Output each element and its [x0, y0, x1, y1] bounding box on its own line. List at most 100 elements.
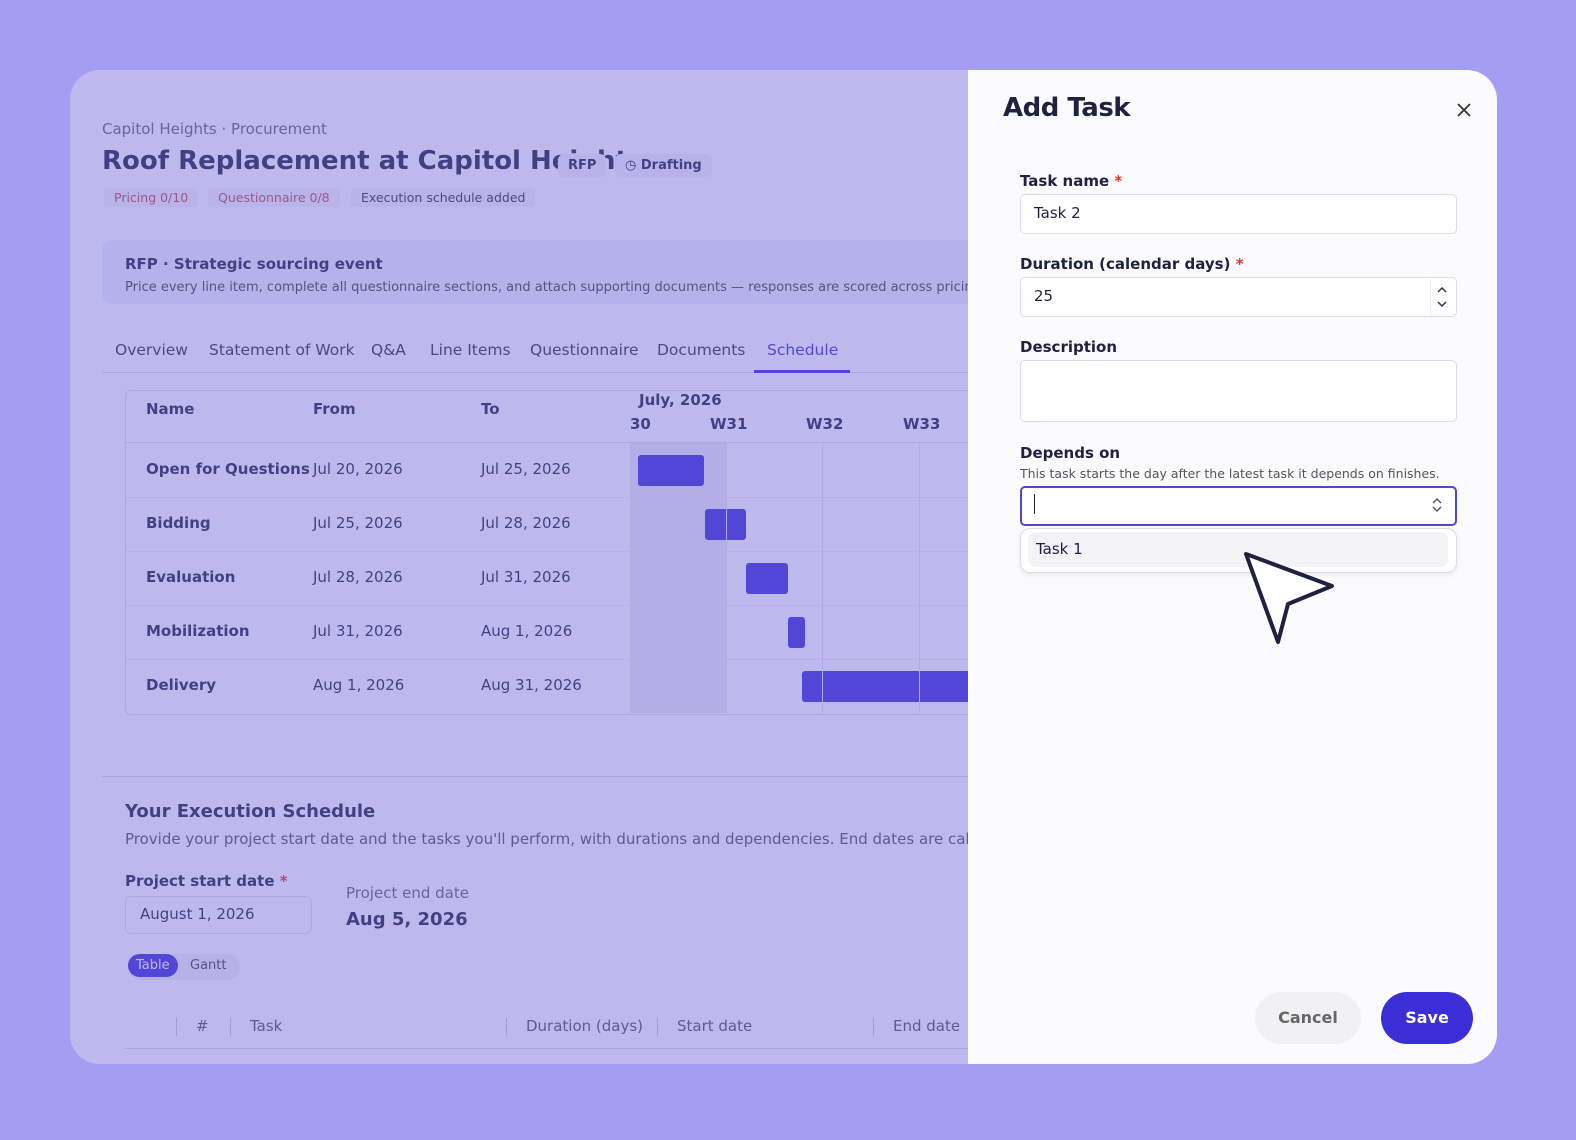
side-panel: Add Task Task name * Task 2 Duration (ca… [968, 70, 1497, 1064]
tab[interactable]: Schedule [767, 341, 839, 359]
select-arrows [1432, 498, 1442, 512]
row-to: Jul 25, 2026 [481, 460, 571, 478]
field-label: Task name * [1020, 172, 1122, 190]
input-value: 25 [1034, 287, 1054, 305]
past-shade [630, 443, 726, 713]
textarea[interactable] [1020, 360, 1457, 422]
row-name: Bidding [146, 514, 211, 532]
divider [102, 776, 1162, 777]
field-label: Depends on [1020, 444, 1121, 462]
row-from: Jul 31, 2026 [313, 622, 403, 640]
date-input[interactable] [125, 896, 312, 934]
gantt-bar [788, 617, 805, 648]
col-sep [657, 1018, 658, 1036]
cancel-button[interactable]: Cancel [1255, 992, 1361, 1044]
badge-text: Drafting [640, 158, 702, 173]
divider [125, 1048, 1165, 1049]
week-label: W32 [806, 415, 844, 433]
help-text: This task starts the day after the lates… [1020, 466, 1440, 481]
week-label: 30 [630, 415, 651, 433]
toggle-option[interactable]: Table [128, 954, 178, 977]
table-header: Start date [677, 1017, 753, 1035]
banner-text: Price every line item, complete all ques… [125, 280, 998, 295]
field-label: Description [1020, 338, 1118, 356]
row-divider [126, 551, 1166, 552]
status-chip: Pricing 0/10 [104, 188, 199, 207]
option-highlight [1028, 532, 1448, 567]
row-divider [126, 497, 1166, 498]
field-label: Duration (calendar days) * [1020, 255, 1244, 273]
select-input[interactable] [1020, 486, 1457, 526]
save-button[interactable]: Save [1381, 992, 1473, 1044]
section-title: Your Execution Schedule [125, 801, 376, 822]
col-sep [873, 1018, 874, 1036]
page-title: Roof Replacement at Capitol Heights [102, 146, 644, 176]
column-header: From [313, 400, 356, 418]
spinner[interactable] [1430, 279, 1454, 315]
week-label: W33 [903, 415, 941, 433]
label-text: Duration (calendar days) [1020, 255, 1231, 273]
header-divider [126, 442, 1166, 443]
panel-title: Add Task [1003, 93, 1131, 123]
row-name: Mobilization [146, 622, 250, 640]
row-from: Jul 25, 2026 [313, 514, 403, 532]
week-grid [919, 443, 920, 713]
tab[interactable]: Statement of Work [209, 341, 355, 359]
tab-indicator [754, 370, 850, 373]
tab-divider [102, 372, 1162, 373]
row-to: Aug 1, 2026 [481, 622, 573, 640]
week-grid [822, 443, 823, 713]
col-sep [506, 1018, 507, 1036]
row-divider [126, 605, 1166, 606]
tab[interactable]: Questionnaire [530, 341, 639, 359]
required-mark: * [1235, 255, 1244, 273]
end-date: Aug 5, 2026 [346, 909, 468, 930]
dropdown-option[interactable]: Task 1 [1036, 540, 1083, 558]
row-from: Jul 20, 2026 [313, 460, 403, 478]
text-input[interactable] [1020, 194, 1457, 234]
number-input[interactable] [1020, 277, 1457, 317]
toggle-option[interactable]: Gantt [190, 958, 227, 973]
week-grid [726, 443, 727, 713]
row-to: Aug 31, 2026 [481, 676, 582, 694]
label-text: Task name [1020, 172, 1110, 190]
tab[interactable]: Documents [657, 341, 746, 359]
col-sep [230, 1018, 231, 1036]
table-header: # [196, 1017, 209, 1035]
row-divider [126, 659, 1166, 660]
status-chip: Execution schedule added [351, 188, 536, 207]
banner-title: RFP · Strategic sourcing event [125, 255, 383, 273]
badge: RFP [558, 154, 607, 177]
row-name: Evaluation [146, 568, 236, 586]
table-header: Task [250, 1017, 283, 1035]
tab[interactable]: Line Items [430, 341, 511, 359]
required-mark: * [1114, 172, 1123, 190]
gantt-bar [746, 563, 788, 594]
week-label: W31 [710, 415, 748, 433]
month-label: July, 2026 [639, 391, 722, 409]
required-mark: * [279, 872, 288, 890]
row-from: Jul 28, 2026 [313, 568, 403, 586]
tab[interactable]: Q&A [371, 341, 406, 359]
label-text: Project start date [125, 872, 275, 890]
row-to: Jul 28, 2026 [481, 514, 571, 532]
column-header: To [481, 400, 500, 418]
table-header: End date [893, 1017, 961, 1035]
row-from: Aug 1, 2026 [313, 676, 405, 694]
tab[interactable]: Overview [115, 341, 188, 359]
row-to: Jul 31, 2026 [481, 568, 571, 586]
close-button[interactable] [1456, 102, 1472, 118]
badge: ◷ Drafting [615, 154, 712, 177]
gantt-bar [705, 509, 746, 540]
table-header: Duration (days) [526, 1017, 644, 1035]
gantt-bar [638, 455, 704, 486]
column-header: Name [146, 400, 195, 418]
breadcrumb: Capitol Heights · Procurement [102, 120, 327, 138]
status-chip: Questionnaire 0/8 [208, 188, 340, 207]
cursor [1244, 552, 1334, 644]
field-label: Project start date * [125, 872, 288, 890]
row-name: Delivery [146, 676, 217, 694]
row-name: Open for Questions [146, 460, 310, 478]
date-value: August 1, 2026 [140, 905, 255, 923]
